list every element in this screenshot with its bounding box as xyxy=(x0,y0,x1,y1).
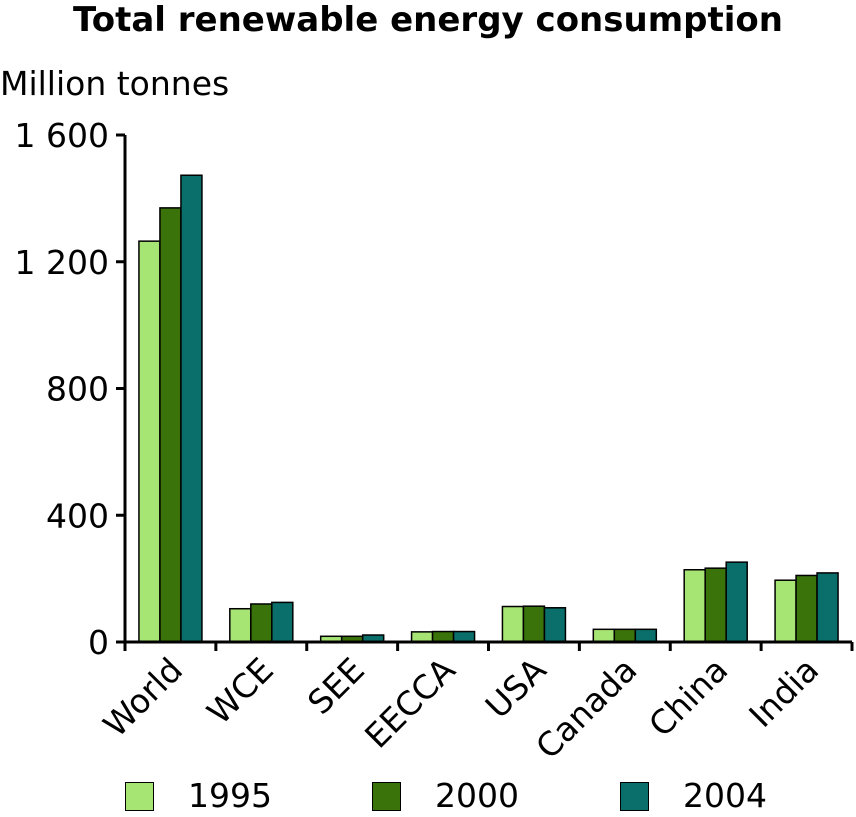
x-category-label: SEE xyxy=(300,650,372,722)
axes-group xyxy=(123,135,854,651)
x-category-label: World xyxy=(96,650,190,744)
legend-swatch xyxy=(372,782,401,811)
y-tick-label: 1 200 xyxy=(15,243,109,282)
legend: 1995 2000 2004 xyxy=(0,775,856,817)
x-category-label: WCE xyxy=(199,650,281,732)
bar-world-2004 xyxy=(180,174,203,643)
chart-title: Total renewable energy consumption xyxy=(73,0,783,40)
bar-wce-1995 xyxy=(229,607,252,643)
x-category-label: China xyxy=(641,650,735,744)
legend-swatch xyxy=(125,782,154,811)
bar-eecca-1995 xyxy=(410,631,434,643)
legend-label: 1995 xyxy=(188,776,272,815)
bar-canada-2004 xyxy=(634,628,658,643)
bar-china-1995 xyxy=(683,569,706,643)
bar-usa-2000 xyxy=(522,605,546,643)
x-category-label: USA xyxy=(478,650,554,726)
x-category-label: EECCA xyxy=(357,650,463,756)
bar-wce-2004 xyxy=(271,601,294,643)
bar-china-2000 xyxy=(704,567,727,643)
bars-group xyxy=(138,174,839,643)
x-category-label: India xyxy=(741,650,826,735)
bar-wce-2000 xyxy=(250,603,273,643)
bar-usa-1995 xyxy=(501,605,525,643)
bar-usa-2004 xyxy=(543,607,567,643)
bar-canada-1995 xyxy=(592,628,616,643)
bar-india-2004 xyxy=(816,572,839,643)
bar-china-2004 xyxy=(725,561,748,643)
bar-eecca-2004 xyxy=(452,630,476,643)
legend-label: 2000 xyxy=(435,776,519,815)
x-category-label: Canada xyxy=(528,650,644,766)
y-tick-label: 400 xyxy=(46,496,109,535)
y-ticks-group: 0 400 800 1 200 1 600 xyxy=(15,116,125,662)
y-axis-label: Million tonnes xyxy=(0,64,230,103)
y-tick-label: 800 xyxy=(46,370,109,409)
legend-label: 2004 xyxy=(683,776,767,815)
bar-canada-2000 xyxy=(613,628,637,643)
bar-world-1995 xyxy=(138,240,161,643)
bar-india-1995 xyxy=(774,579,797,643)
bar-eecca-2000 xyxy=(431,630,455,643)
bar-world-2000 xyxy=(159,207,182,643)
legend-swatch xyxy=(620,782,649,811)
y-tick-label: 1 600 xyxy=(15,116,109,155)
y-tick-label: 0 xyxy=(88,623,109,662)
bar-india-2000 xyxy=(795,574,818,643)
